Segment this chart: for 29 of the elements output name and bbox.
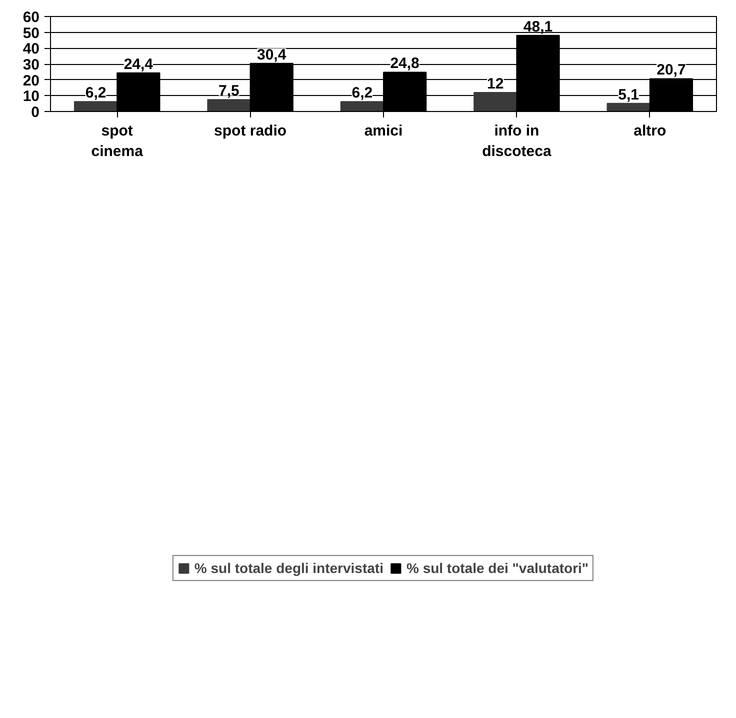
y-tick-label: 0 [31,104,40,121]
data-label: 30,4 [257,46,287,64]
x-tick-label: info in discoteca [482,122,552,160]
y-tick-label: 10 [22,88,40,106]
bar [74,101,118,112]
y-tick-label: 50 [22,24,40,42]
x-tick-label: spot radio [214,122,287,140]
bar [207,99,251,112]
y-tick-label: 30 [22,56,40,74]
bar [340,101,384,112]
data-label: 5,1 [618,86,640,104]
y-tick-label: 40 [22,40,40,58]
data-label: 48,1 [523,18,553,36]
data-label: 20,7 [656,62,686,79]
bar [474,92,518,112]
y-tick-label: 20 [22,72,40,90]
legend-label: % sul totale degli intervistati [194,560,384,576]
data-label: 12 [487,76,504,92]
legend-label: % sul totale dei "valutatori" [406,560,589,576]
x-tick-label: altro [634,122,666,140]
data-label: 24,8 [390,55,420,72]
data-label: 6,2 [85,84,106,102]
data-label: 6,2 [352,84,373,102]
bar [606,102,650,112]
y-tick-label: 60 [22,9,40,26]
x-tick-label: amici [364,122,403,140]
x-tick-label: spot cinema [91,122,144,160]
data-label: 7,5 [218,82,240,100]
data-label: 24,4 [124,56,154,73]
